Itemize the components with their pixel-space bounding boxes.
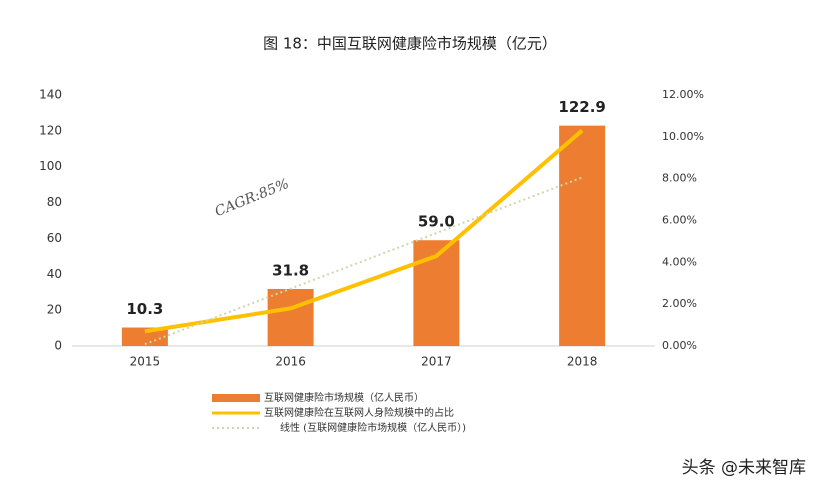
y-tick-label: 120 — [39, 123, 62, 137]
y2-tick-label: 6.00% — [662, 214, 697, 227]
y-tick-label: 40 — [47, 267, 62, 281]
legend-swatch — [212, 394, 260, 402]
y2-tick-label: 8.00% — [662, 172, 697, 185]
value-label: 10.3 — [126, 300, 163, 318]
y-tick-label: 80 — [47, 195, 62, 209]
y2-tick-label: 4.00% — [662, 255, 697, 268]
x-tick-label: 2017 — [421, 355, 452, 369]
annotation: CAGR:85% — [213, 176, 292, 220]
legend-label: 互联网健康险在互联网人身险规模中的占比 — [264, 406, 454, 419]
chart-title: 图 18：中国互联网健康险市场规模（亿元） — [263, 35, 557, 53]
x-tick-label: 2015 — [130, 355, 161, 369]
x-tick-label: 2018 — [567, 355, 598, 369]
y2-tick-label: 10.00% — [662, 130, 704, 143]
bar — [267, 288, 314, 346]
x-tick-label: 2016 — [275, 355, 306, 369]
y2-tick-label: 2.00% — [662, 297, 697, 310]
trend-line — [144, 176, 583, 346]
y-tick-label: 100 — [39, 159, 62, 173]
watermark: 头条 @未来智库 — [682, 458, 806, 478]
legend-label: 互联网健康险市场规模（亿人民币） — [264, 391, 424, 404]
y2-tick-label: 12.00% — [662, 88, 704, 101]
value-label: 59.0 — [418, 213, 455, 231]
value-label: 122.9 — [558, 98, 605, 116]
y-tick-label: 20 — [47, 303, 62, 317]
legend-label: 线性 (互联网健康险市场规模（亿人民币）) — [280, 421, 466, 434]
value-label: 31.8 — [272, 261, 309, 279]
y-tick-label: 0 — [54, 339, 62, 353]
y-tick-label: 60 — [47, 231, 62, 245]
bar — [121, 327, 168, 346]
y2-tick-label: 0.00% — [662, 339, 697, 352]
y-tick-label: 140 — [39, 88, 62, 102]
line — [144, 129, 584, 334]
bar — [559, 125, 606, 346]
